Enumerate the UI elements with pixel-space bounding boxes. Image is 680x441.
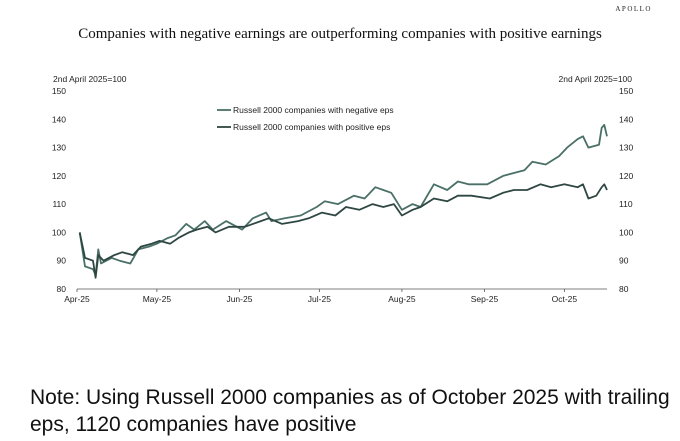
y-tick-left: 130 — [52, 143, 66, 153]
y-tick-right: 80 — [619, 284, 629, 294]
y-tick-left: 110 — [52, 199, 66, 209]
y-tick-right: 140 — [619, 114, 633, 124]
x-tick-label: Apr-25 — [64, 294, 90, 304]
y-tick-left: 80 — [57, 284, 67, 294]
x-tick-label: Jul-25 — [308, 294, 331, 304]
x-tick-label: Jun-25 — [226, 294, 252, 304]
y-tick-right: 100 — [619, 227, 633, 237]
y-tick-right: 130 — [619, 143, 633, 153]
right-axis-label: 2nd April 2025=100 — [559, 74, 633, 84]
left-axis-label: 2nd April 2025=100 — [53, 74, 127, 84]
x-tick-label: Oct-25 — [552, 294, 578, 304]
y-tick-left: 150 — [52, 86, 66, 96]
brand-logo: APOLLO — [615, 5, 652, 13]
y-tick-left: 140 — [52, 114, 66, 124]
y-tick-right: 90 — [619, 256, 629, 266]
series-line-negative-eps — [78, 124, 608, 276]
x-tick-label: Sep-25 — [471, 294, 499, 304]
x-tick-label: Aug-25 — [388, 294, 416, 304]
legend-label-positive-eps: Russell 2000 companies with positive eps — [233, 122, 390, 132]
chart-note: Note: Using Russell 2000 companies as of… — [30, 386, 670, 436]
series-line-positive-eps — [78, 183, 608, 279]
chart: 2nd April 2025=100 2nd April 2025=100 80 80… — [52, 74, 634, 304]
y-tick-left: 100 — [52, 227, 66, 237]
y-tick-left: 90 — [57, 256, 67, 266]
legend-label-negative-eps: Russell 2000 companies with negative eps — [233, 105, 394, 115]
y-tick-right: 120 — [619, 171, 633, 181]
y-tick-left: 120 — [52, 171, 66, 181]
y-tick-right: 110 — [619, 199, 633, 209]
y-tick-right: 150 — [619, 86, 633, 96]
chart-title: Companies with negative earnings are out… — [78, 26, 602, 42]
x-tick-label: May-25 — [143, 294, 172, 304]
